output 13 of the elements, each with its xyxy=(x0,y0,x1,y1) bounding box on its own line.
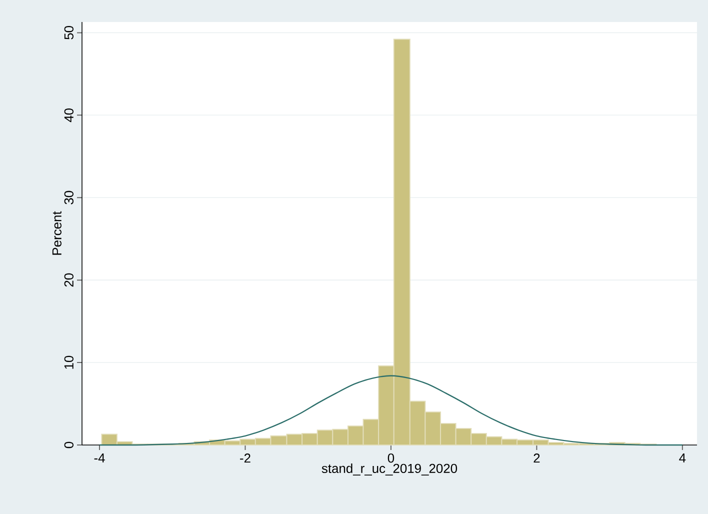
x-tick-label: 0 xyxy=(388,454,394,463)
y-axis-title: Percent xyxy=(52,211,62,255)
x-tick-label: -2 xyxy=(240,454,250,463)
y-tick-label: 50 xyxy=(64,26,74,40)
x-tick-label: -4 xyxy=(94,454,105,462)
x-tick-label: 4 xyxy=(679,454,686,462)
y-tick-label: 0 xyxy=(64,442,74,448)
y-tick-label: 20 xyxy=(64,273,74,287)
y-tick-label: 30 xyxy=(64,190,74,204)
y-tick-label: 10 xyxy=(64,356,74,369)
x-tick-label: 2 xyxy=(534,454,540,463)
x-axis-title: stand_r_uc_2019_2020 xyxy=(322,464,458,476)
y-tick-label: 40 xyxy=(64,108,74,122)
